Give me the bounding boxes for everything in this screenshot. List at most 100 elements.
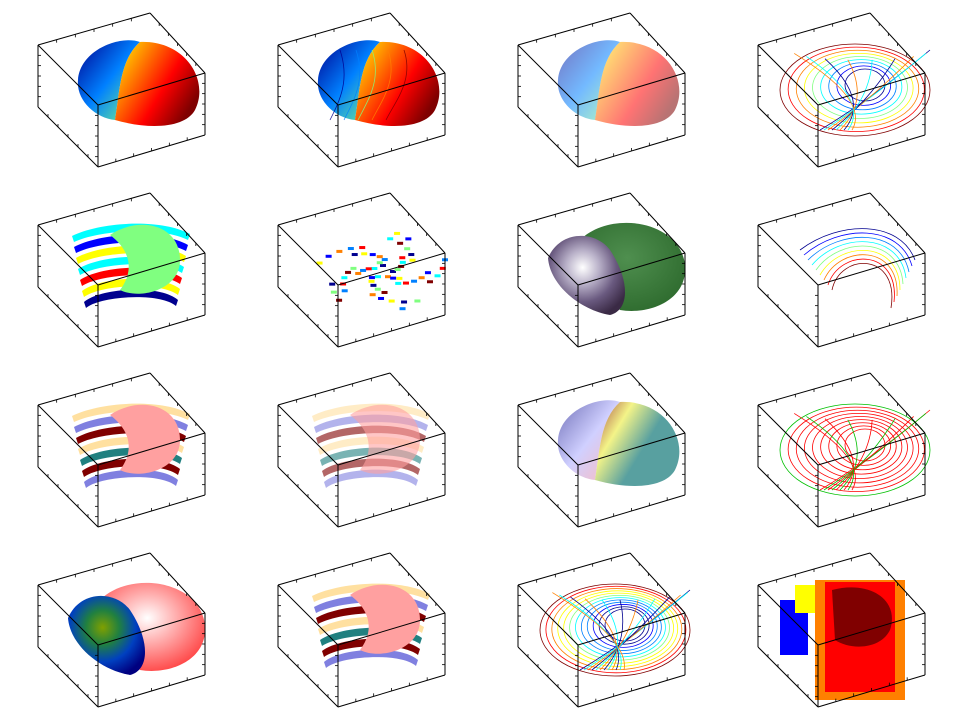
surface-line (799, 228, 916, 261)
surface-fragment (376, 255, 383, 259)
surface-inner-shell (68, 595, 145, 675)
panel-3-2 (517, 552, 691, 708)
surface-line (827, 258, 895, 303)
surface-fragment (376, 261, 383, 265)
panel-0-2 (517, 12, 686, 168)
mesh-meridian (839, 59, 858, 131)
mesh-meridian (584, 598, 618, 671)
surface-fragment (399, 256, 406, 260)
surface-fragment (325, 254, 332, 258)
mesh-meridian (601, 599, 618, 671)
surface-fragment (414, 299, 421, 303)
surface-fragment (355, 271, 362, 275)
mesh-ring (545, 585, 687, 674)
mesh-meridian (831, 418, 896, 491)
mesh-ring (586, 601, 658, 651)
mesh-meridian (831, 58, 896, 131)
surface-line (819, 249, 901, 291)
axes-box (37, 12, 206, 168)
mesh-ring (551, 588, 683, 671)
mesh-meridian (599, 599, 639, 671)
mesh-ring (803, 412, 914, 484)
mesh-ring (779, 403, 931, 497)
mesh-ring (592, 604, 654, 648)
axes-box (517, 12, 686, 168)
mesh-meridian (824, 58, 854, 131)
surface-fragment (360, 268, 367, 272)
mesh-ring (563, 592, 675, 664)
surface-fragment (368, 276, 375, 280)
surface-fragment (399, 260, 406, 264)
surface-fragment (365, 267, 372, 271)
surface-fragment (387, 237, 394, 241)
surface-fragment (371, 267, 378, 270)
surface-right-part (115, 41, 200, 126)
surface-fragment (394, 231, 401, 235)
mesh-meridian (824, 418, 854, 491)
surface-fragment (434, 274, 441, 278)
axes-box (757, 192, 926, 348)
mesh-ring (844, 68, 886, 102)
surface-stripe (329, 49, 345, 121)
surface-stripe (385, 49, 408, 121)
surface-line (807, 236, 910, 273)
surface-band (72, 223, 190, 242)
panel-1-2 (517, 192, 686, 348)
mesh-meridian (827, 56, 914, 131)
axes-box (37, 552, 206, 708)
mesh-meridian (827, 416, 914, 491)
surface-stripe (371, 49, 392, 121)
surface-band (312, 403, 430, 422)
mesh-ring (812, 56, 908, 119)
surface-fragment (401, 300, 408, 304)
surface-stripe (343, 49, 361, 121)
surface-fragment (341, 276, 348, 280)
surface-fragment (390, 276, 397, 280)
surface-fragment (409, 258, 416, 262)
panel-1-3 (757, 192, 926, 348)
surface-fragment (381, 258, 388, 262)
panel-3-1 (277, 552, 446, 708)
surface-fragment (374, 287, 381, 291)
surface-inner-shell (548, 235, 625, 315)
panel-2-3 (757, 372, 931, 528)
surface-line (831, 263, 893, 309)
surface-fragment (351, 253, 358, 257)
surface-fragment (424, 271, 431, 275)
surface-line (823, 254, 898, 297)
mesh-ring (803, 52, 914, 124)
mesh-meridian (587, 594, 681, 671)
surface-fragment (408, 253, 415, 257)
surface-fragment (380, 264, 386, 267)
panels-group (37, 12, 931, 708)
surface-stripe (357, 49, 376, 121)
surface-fragment (405, 237, 412, 241)
surface-band (84, 469, 178, 488)
surface-fragment (426, 280, 433, 284)
axes-box (37, 372, 206, 528)
surface-fragment (404, 247, 411, 251)
mesh-ring (844, 428, 886, 462)
surface-fragment (329, 282, 336, 286)
mesh-ring (812, 416, 908, 479)
axes-box (277, 12, 446, 168)
surface-fragment (385, 275, 391, 279)
surface-fragment (316, 261, 323, 265)
panel-2-0 (37, 372, 206, 528)
surface-fragment (330, 290, 337, 294)
panel-0-0 (37, 12, 206, 168)
surface-fragment (370, 283, 377, 287)
panel-2-2 (517, 372, 686, 528)
surface-fragment (439, 266, 446, 270)
surface-fragment (397, 241, 404, 245)
surface-fragment (336, 298, 343, 302)
mesh-ring (569, 594, 670, 661)
surface-fragment (395, 281, 402, 285)
mesh-meridian (794, 413, 856, 491)
mesh-meridian (839, 419, 858, 491)
axes-box (757, 552, 926, 708)
surface-band (84, 289, 178, 308)
surface-right-part (595, 41, 680, 126)
panel-1-1 (277, 192, 448, 348)
surface-fragment (369, 293, 376, 297)
